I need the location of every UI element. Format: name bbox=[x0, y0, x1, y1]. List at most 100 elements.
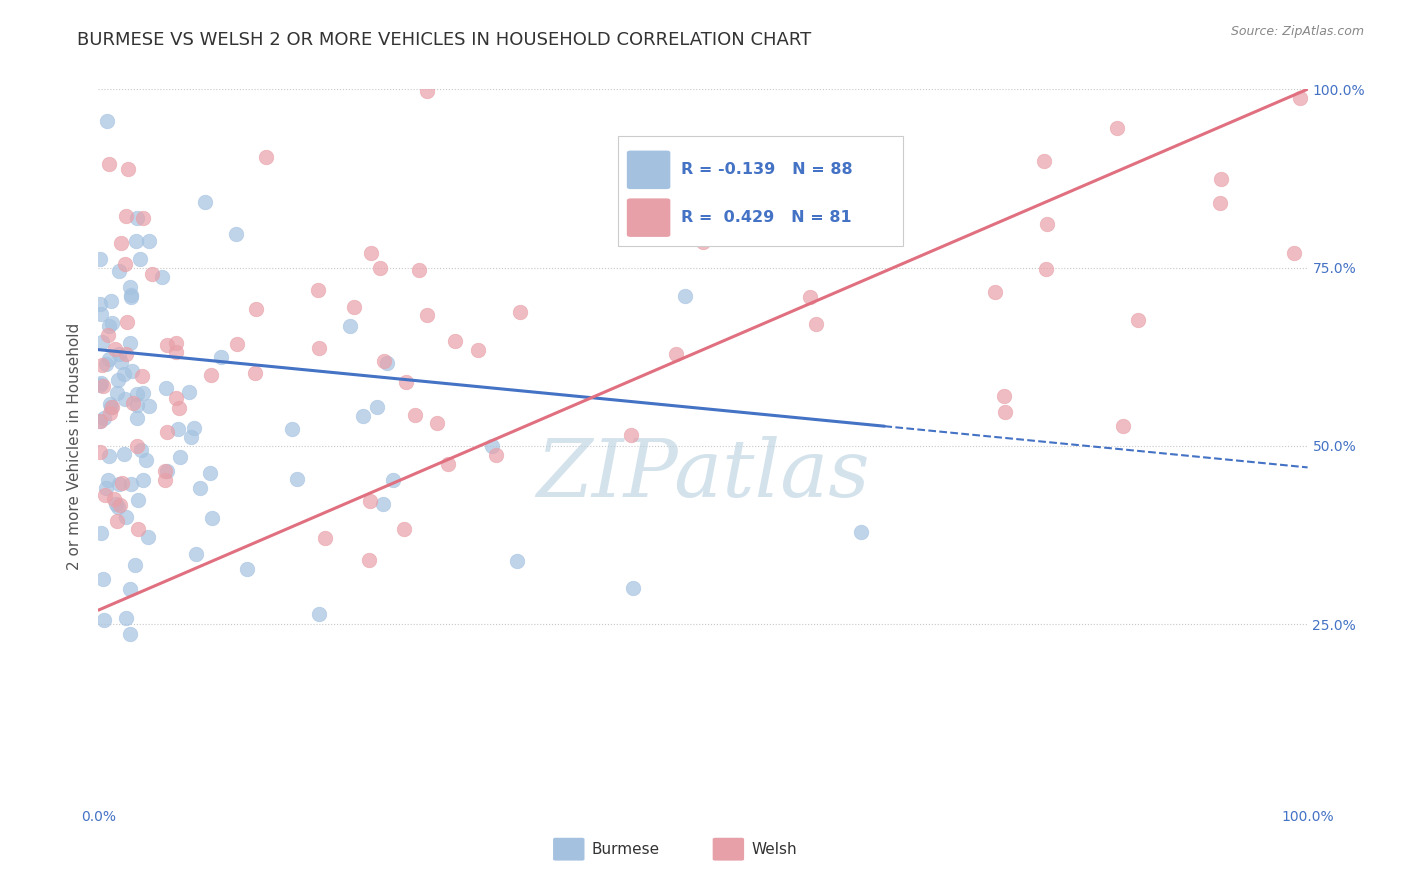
Welsh bbox=[416, 308, 439, 322]
Burmese bbox=[285, 472, 308, 486]
Burmese bbox=[180, 429, 202, 443]
Burmese bbox=[132, 473, 155, 487]
Burmese bbox=[89, 297, 111, 311]
Burmese bbox=[339, 319, 361, 334]
Welsh bbox=[131, 368, 153, 383]
Burmese bbox=[136, 530, 159, 544]
Burmese bbox=[107, 373, 129, 387]
Welsh bbox=[117, 161, 139, 176]
Burmese bbox=[373, 497, 395, 511]
Welsh bbox=[93, 488, 115, 502]
Burmese bbox=[352, 409, 374, 424]
Burmese bbox=[98, 352, 121, 367]
Burmese bbox=[120, 477, 142, 491]
Welsh bbox=[91, 379, 114, 393]
Burmese bbox=[138, 234, 160, 248]
FancyBboxPatch shape bbox=[627, 198, 671, 237]
Welsh bbox=[408, 263, 430, 277]
Welsh bbox=[426, 416, 449, 430]
Burmese bbox=[93, 613, 115, 627]
Welsh bbox=[307, 283, 329, 297]
Burmese bbox=[90, 525, 112, 540]
Burmese bbox=[849, 525, 872, 540]
Text: ZIPatlas: ZIPatlas bbox=[536, 436, 870, 513]
Burmese bbox=[236, 562, 259, 576]
Burmese bbox=[110, 355, 132, 369]
Welsh bbox=[114, 209, 136, 223]
Burmese bbox=[108, 264, 131, 278]
Welsh bbox=[395, 376, 418, 390]
Welsh bbox=[1036, 217, 1059, 231]
Welsh bbox=[1112, 419, 1135, 434]
Welsh bbox=[1035, 261, 1057, 276]
Burmese bbox=[281, 422, 304, 436]
Welsh bbox=[166, 335, 188, 350]
Burmese bbox=[115, 611, 138, 625]
Welsh bbox=[156, 337, 179, 351]
Burmese bbox=[129, 443, 152, 458]
Welsh bbox=[509, 305, 531, 319]
Welsh bbox=[620, 427, 643, 442]
Welsh bbox=[1107, 120, 1129, 135]
Burmese bbox=[105, 386, 128, 401]
FancyBboxPatch shape bbox=[619, 136, 903, 246]
Welsh bbox=[98, 157, 121, 171]
Burmese bbox=[138, 399, 160, 413]
Welsh bbox=[103, 491, 125, 506]
Burmese bbox=[155, 381, 177, 395]
Burmese bbox=[90, 307, 112, 321]
Welsh bbox=[153, 473, 176, 487]
Welsh bbox=[437, 457, 460, 471]
Welsh bbox=[156, 425, 179, 439]
Burmese bbox=[108, 477, 131, 491]
Burmese bbox=[124, 234, 146, 248]
Text: Welsh: Welsh bbox=[751, 842, 797, 856]
Burmese bbox=[156, 464, 179, 478]
Burmese bbox=[127, 493, 149, 508]
Welsh bbox=[404, 408, 426, 422]
Burmese bbox=[100, 294, 122, 309]
Burmese bbox=[125, 387, 148, 401]
Welsh bbox=[1211, 172, 1233, 186]
Burmese bbox=[209, 350, 232, 364]
Welsh bbox=[165, 344, 187, 359]
FancyBboxPatch shape bbox=[627, 151, 671, 189]
Burmese bbox=[91, 334, 114, 349]
Burmese bbox=[183, 421, 205, 435]
Welsh bbox=[416, 84, 439, 98]
Burmese bbox=[90, 376, 112, 390]
Welsh bbox=[91, 358, 114, 372]
Welsh bbox=[994, 405, 1017, 419]
Welsh bbox=[127, 522, 149, 536]
Welsh bbox=[360, 246, 382, 260]
Burmese bbox=[127, 398, 149, 412]
Burmese bbox=[120, 288, 142, 302]
Welsh bbox=[127, 439, 149, 453]
Burmese bbox=[177, 384, 200, 399]
Text: Burmese: Burmese bbox=[592, 842, 659, 856]
Welsh bbox=[692, 235, 714, 249]
Welsh bbox=[804, 317, 827, 331]
Burmese bbox=[98, 396, 121, 410]
Burmese bbox=[120, 626, 142, 640]
Burmese bbox=[382, 473, 405, 487]
Welsh bbox=[115, 347, 138, 361]
Welsh bbox=[245, 301, 267, 316]
Burmese bbox=[186, 547, 208, 561]
Burmese bbox=[201, 511, 224, 525]
Burmese bbox=[377, 356, 399, 370]
Welsh bbox=[373, 354, 395, 368]
Welsh bbox=[121, 396, 143, 410]
Burmese bbox=[108, 347, 131, 361]
Burmese bbox=[621, 581, 644, 595]
Burmese bbox=[167, 422, 190, 436]
Welsh bbox=[1032, 154, 1054, 169]
Welsh bbox=[359, 553, 381, 567]
Welsh bbox=[104, 343, 127, 357]
Burmese bbox=[115, 510, 138, 524]
Burmese bbox=[101, 316, 124, 330]
Burmese bbox=[96, 473, 118, 487]
Welsh bbox=[98, 406, 121, 420]
Text: R = -0.139   N = 88: R = -0.139 N = 88 bbox=[682, 162, 853, 178]
Welsh bbox=[245, 366, 267, 380]
